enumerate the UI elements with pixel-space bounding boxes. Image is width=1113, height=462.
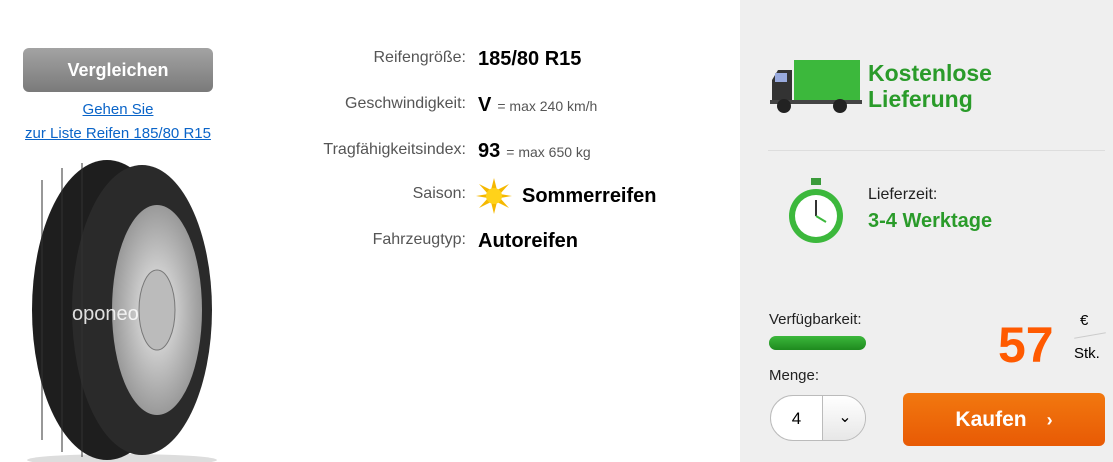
buy-button[interactable]: Kaufen › xyxy=(903,393,1105,446)
price-divider xyxy=(1074,332,1106,339)
availability-label: Verfügbarkeit: xyxy=(769,311,862,328)
truck-icon xyxy=(770,60,862,113)
price-value: 57 xyxy=(998,317,1054,373)
spec-label: Geschwindigkeit: xyxy=(345,94,466,112)
spec-value-season: Sommerreifen xyxy=(522,184,657,207)
stopwatch-icon xyxy=(789,178,843,243)
quantity-select[interactable]: 4 ⌄ xyxy=(770,395,866,441)
tire-list-link-line1[interactable]: Gehen Sie xyxy=(82,101,154,118)
delivery-time-label: Lieferzeit: xyxy=(868,186,938,203)
quantity-value: 4 xyxy=(791,409,802,428)
spec-value-size: 185/80 R15 xyxy=(478,48,582,70)
purchase-panel: Kostenlose Lieferung Lieferzeit: 3-4 Wer… xyxy=(740,0,1113,462)
spec-sub-speed: = max 240 km/h xyxy=(497,97,598,114)
sun-icon xyxy=(476,178,512,214)
price-currency: € xyxy=(1080,312,1089,329)
tire-image: oponeo xyxy=(27,160,217,462)
availability-bar xyxy=(769,336,866,350)
buy-button-label: Kaufen xyxy=(955,408,1027,431)
oponeo-watermark: oponeo xyxy=(72,303,139,325)
divider xyxy=(768,150,1105,151)
delivery-time-value: 3-4 Werktage xyxy=(868,210,993,232)
spec-sub-load: = max 650 kg xyxy=(506,143,591,160)
spec-label: Fahrzeugtyp: xyxy=(372,230,466,248)
spec-value-vehicle: Autoreifen xyxy=(478,230,578,252)
spec-label: Saison: xyxy=(412,185,466,202)
free-delivery-line2: Lieferung xyxy=(868,86,973,112)
tire-list-link-line2[interactable]: zur Liste Reifen 185/80 R15 xyxy=(25,125,211,142)
free-delivery-line1: Kostenlose xyxy=(868,60,992,86)
price-unit: Stk. xyxy=(1074,345,1100,362)
availability-bar-fill xyxy=(769,336,866,350)
product-image-column: Vergleichen Gehen Sie zur Liste Reifen 1… xyxy=(0,0,280,462)
chevron-down-icon[interactable]: ⌄ xyxy=(822,396,865,440)
spec-value-load: 93 xyxy=(478,140,501,162)
chevron-right-icon: › xyxy=(1046,410,1053,430)
spec-label: Reifengröße: xyxy=(373,48,467,66)
compare-button[interactable]: Vergleichen xyxy=(23,48,213,92)
spec-label: Tragfähigkeitsindex: xyxy=(323,140,466,158)
spec-value-speed: V xyxy=(478,94,492,116)
quantity-label: Menge: xyxy=(769,367,820,384)
